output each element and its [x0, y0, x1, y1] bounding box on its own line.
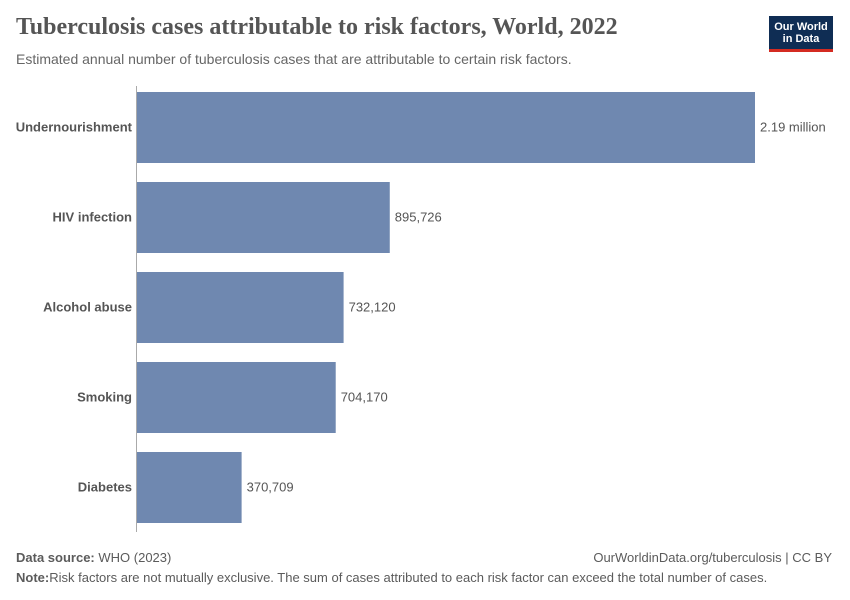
logo-line-2: in Data [782, 32, 820, 45]
category-label-diabetes: Diabetes [78, 480, 132, 495]
data-source-label: Data source: [16, 550, 95, 565]
bar-diabetes[interactable] [137, 452, 242, 523]
value-label-undernourishment: 2.19 million [760, 120, 826, 135]
chart-title: Tuberculosis cases attributable to risk … [16, 14, 618, 40]
value-label-diabetes: 370,709 [247, 480, 294, 495]
value-label-alcohol-abuse: 732,120 [349, 300, 396, 315]
data-source: Data source: WHO (2023) [16, 550, 171, 565]
note-label: Note: [16, 570, 50, 585]
value-label-hiv-infection: 895,726 [395, 210, 442, 225]
owid-logo[interactable]: Our World in Data [769, 16, 833, 52]
category-label-alcohol-abuse: Alcohol abuse [43, 300, 132, 315]
category-label-undernourishment: Undernourishment [16, 120, 133, 135]
bar-hiv-infection[interactable] [137, 182, 390, 253]
category-label-hiv-infection: HIV infection [53, 210, 133, 225]
bar-smoking[interactable] [137, 362, 336, 433]
source-url[interactable]: OurWorldinData.org/tuberculosis | CC BY [593, 550, 832, 565]
logo-line-1: Our World [774, 20, 828, 33]
bar-undernourishment[interactable] [137, 92, 755, 163]
bar-alcohol-abuse[interactable] [137, 272, 344, 343]
category-label-smoking: Smoking [77, 390, 132, 405]
data-source-value[interactable]: WHO (2023) [98, 550, 172, 565]
footnote: Note:Risk factors are not mutually exclu… [16, 570, 767, 585]
value-label-smoking: 704,170 [341, 390, 388, 405]
note-text: Risk factors are not mutually exclusive.… [49, 570, 768, 585]
chart-subtitle: Estimated annual number of tuberculosis … [16, 51, 572, 67]
